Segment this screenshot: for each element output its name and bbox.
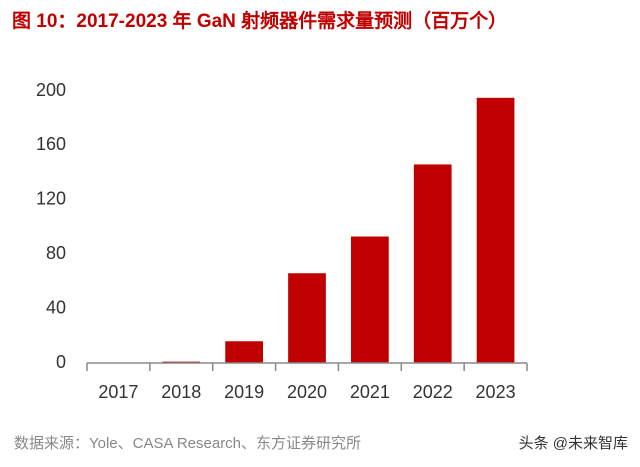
y-tick-label: 0 bbox=[56, 352, 66, 372]
y-tick-label: 160 bbox=[36, 134, 66, 154]
x-tick-label: 2023 bbox=[476, 382, 516, 402]
x-tick-label: 2019 bbox=[224, 382, 264, 402]
bar bbox=[225, 341, 263, 363]
source-note: 数据来源：Yole、CASA Research、东方证券研究所 bbox=[14, 435, 361, 452]
x-tick-label: 2018 bbox=[161, 382, 201, 402]
watermark: 头条 @未来智库 bbox=[519, 434, 628, 452]
x-tick-label: 2020 bbox=[287, 382, 327, 402]
y-tick-label: 200 bbox=[36, 80, 66, 100]
x-tick-label: 2021 bbox=[350, 382, 390, 402]
bar bbox=[413, 164, 452, 363]
y-tick-label: 120 bbox=[36, 189, 66, 209]
y-tick-label: 80 bbox=[46, 243, 66, 263]
chart-title: 图 10：2017-2023 年 GaN 射频器件需求量预测（百万个） bbox=[12, 9, 507, 32]
x-tick-label: 2017 bbox=[98, 382, 138, 402]
y-tick-label: 40 bbox=[46, 297, 66, 317]
x-tick-label: 2022 bbox=[413, 382, 453, 402]
bar bbox=[288, 273, 326, 363]
bar bbox=[351, 236, 389, 363]
bar bbox=[476, 97, 515, 364]
